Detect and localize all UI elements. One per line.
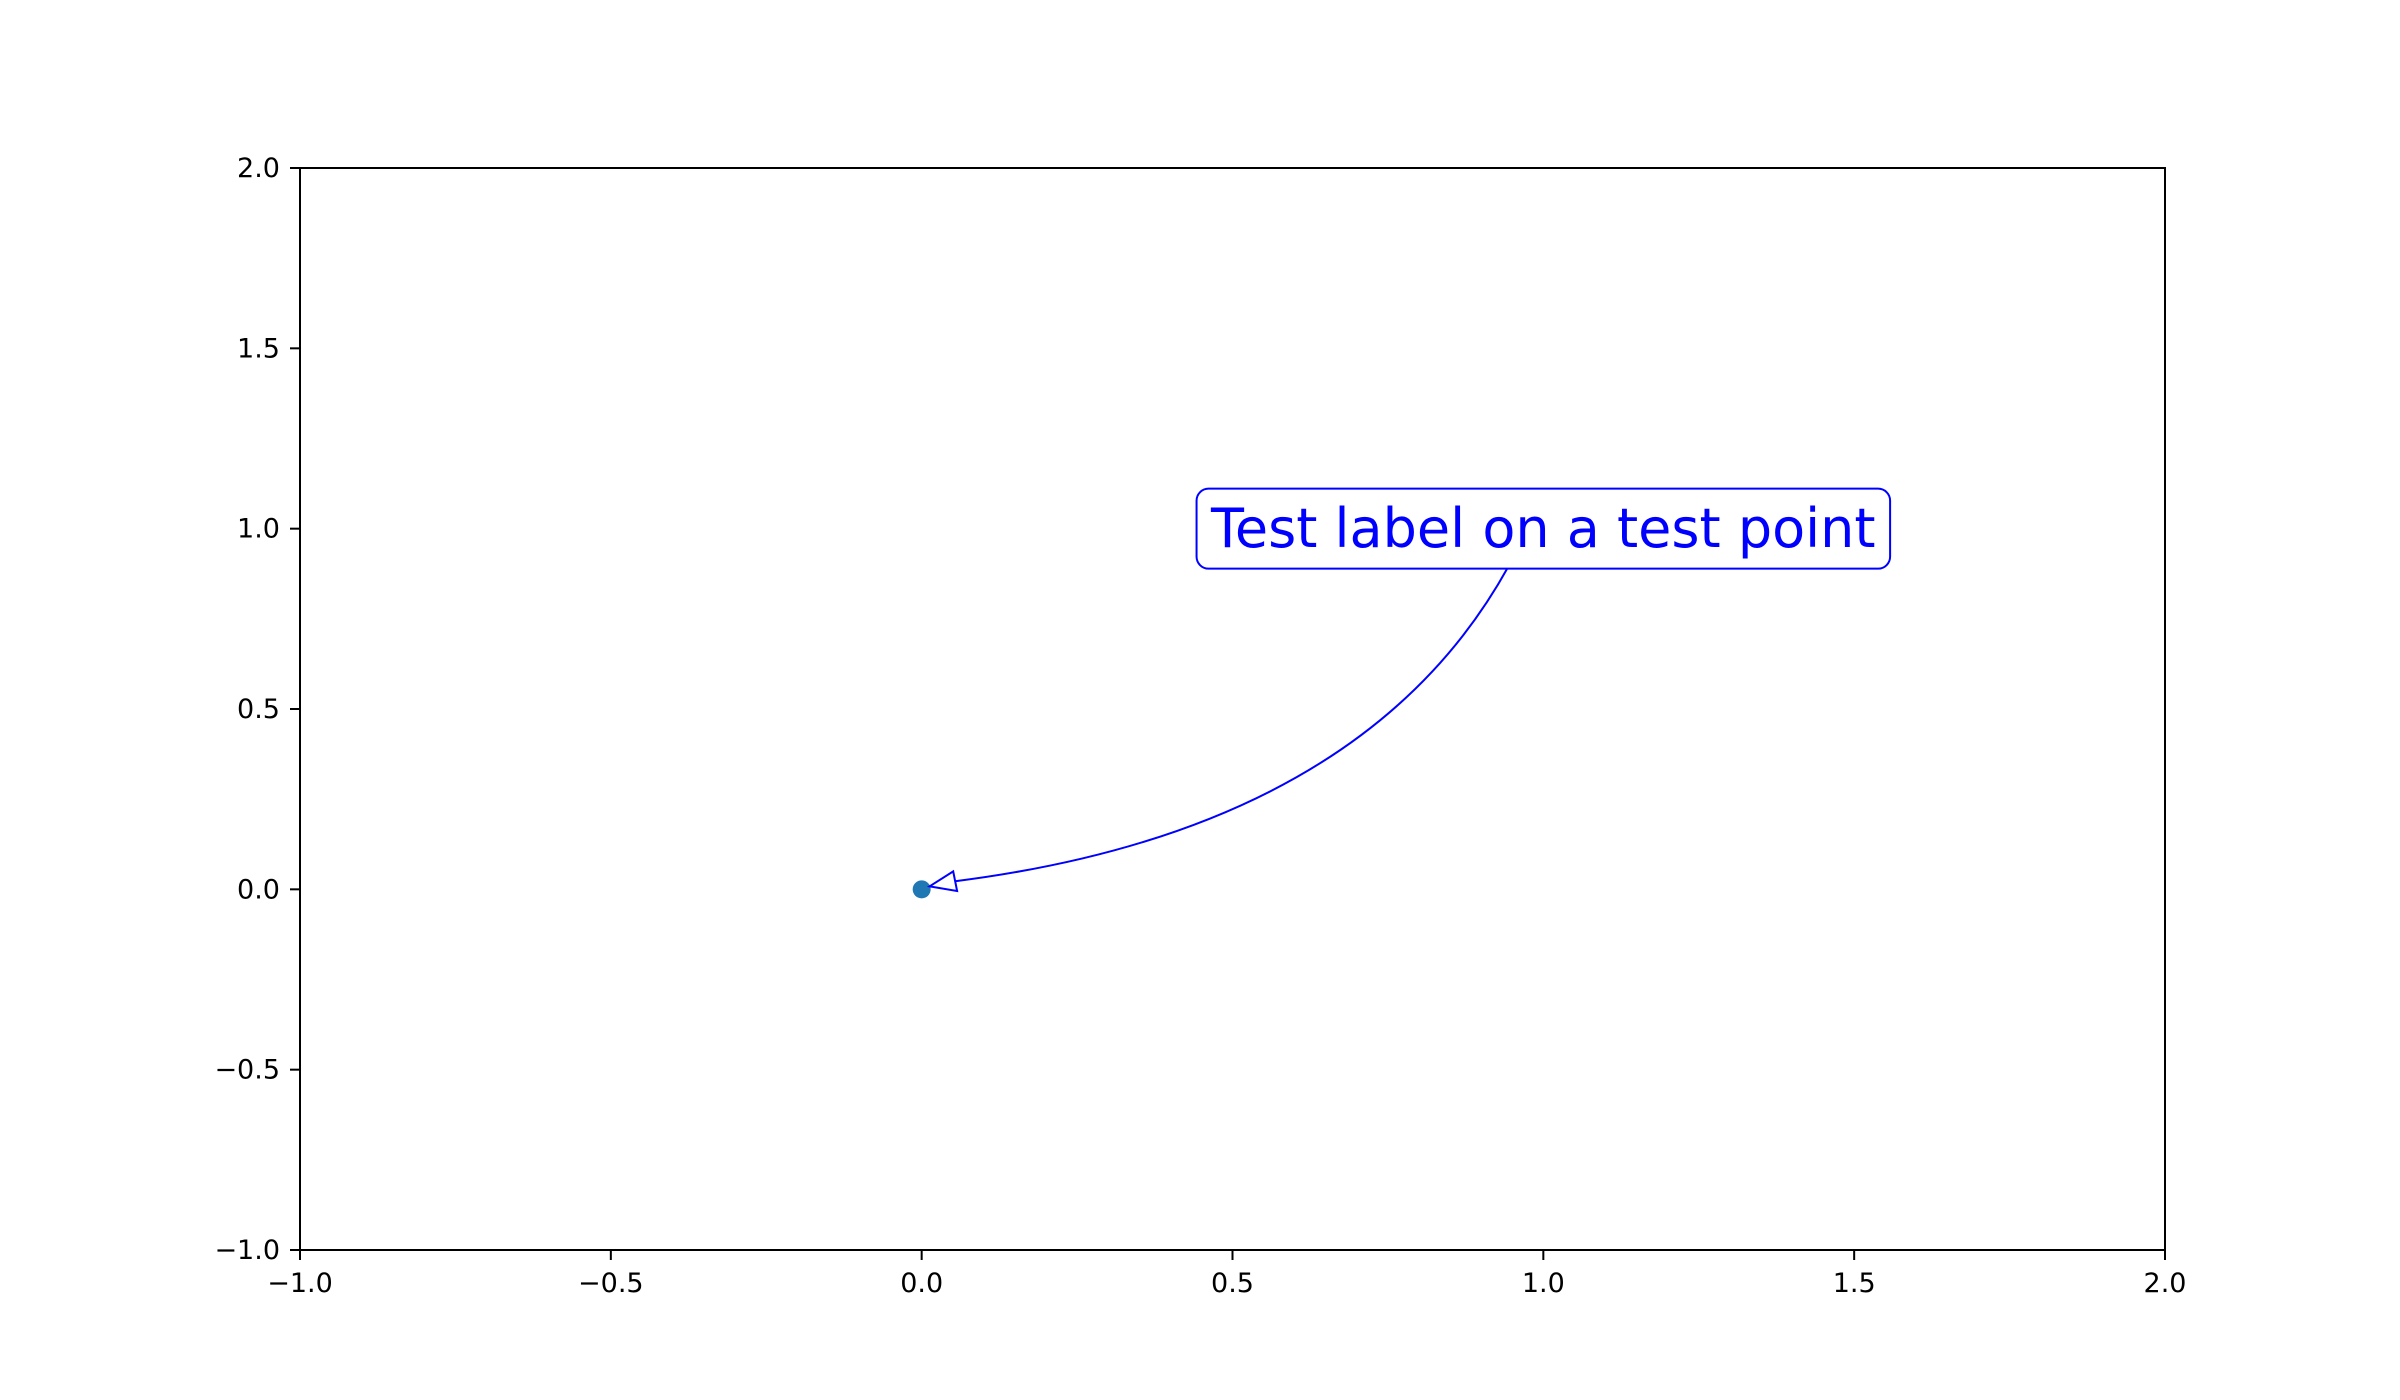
y-tick-label: 0.0 xyxy=(237,874,280,905)
x-tick-label: −1.0 xyxy=(267,1268,333,1299)
x-tick-label: 1.0 xyxy=(1522,1268,1565,1299)
y-tick-label: 0.5 xyxy=(237,694,280,725)
x-tick-label: 0.5 xyxy=(1211,1268,1254,1299)
x-axis: −1.0 −0.5 0.0 0.5 1.0 1.5 2.0 xyxy=(267,1250,2186,1299)
annotation-label: Test label on a test point xyxy=(1210,497,1876,560)
annotation-box xyxy=(1195,487,1892,570)
y-axis: −1.0 −0.5 0.0 0.5 1.0 1.5 2.0 xyxy=(214,153,300,1266)
y-tick-label: 2.0 xyxy=(237,153,280,184)
x-tick-label: 1.5 xyxy=(1833,1268,1876,1299)
x-tick-label: −0.5 xyxy=(578,1268,644,1299)
x-tick-label: 2.0 xyxy=(2144,1268,2187,1299)
y-tick-label: −1.0 xyxy=(214,1235,280,1266)
scatter-point xyxy=(912,880,931,899)
annotation-arrowhead xyxy=(926,869,959,893)
axes xyxy=(299,167,2166,1251)
x-tick-label: 0.0 xyxy=(900,1268,943,1299)
y-tick-label: 1.5 xyxy=(237,333,280,364)
annotation-arrow xyxy=(955,566,1510,883)
annotation-group: Test label on a test point xyxy=(926,487,1892,893)
plot-marks xyxy=(912,880,931,899)
y-tick-label: 1.0 xyxy=(237,514,280,545)
plot-frame xyxy=(299,167,2166,1251)
y-tick-label: −0.5 xyxy=(214,1055,280,1086)
